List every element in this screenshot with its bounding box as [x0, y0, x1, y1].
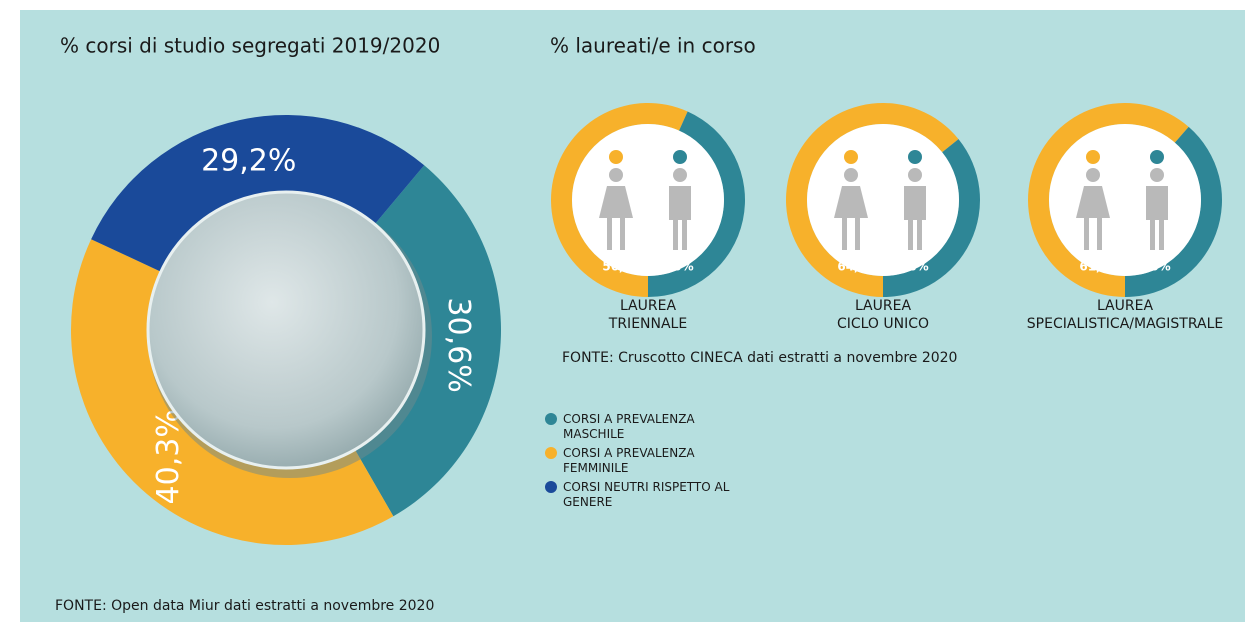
legend-label: CORSI NEUTRI RISPETTO AL GENERE: [563, 480, 730, 509]
icon-head: [1086, 168, 1100, 182]
chart-label: LAUREA: [1097, 298, 1154, 314]
inner-disc: [1049, 124, 1201, 276]
value-label: 56,7%: [602, 260, 644, 274]
icon-head: [908, 168, 922, 182]
icon-head: [1150, 168, 1164, 182]
chart-label: LAUREA: [855, 298, 912, 314]
icon-head: [844, 168, 858, 182]
icon-head: [673, 168, 687, 182]
value-label: 64,2%: [837, 260, 879, 274]
inner-disc: [146, 190, 426, 470]
icon-head: [908, 150, 922, 164]
chart-label: CICLO UNICO: [837, 316, 929, 332]
icon-head: [609, 168, 623, 182]
icon-body: [669, 186, 691, 250]
icon-head: [844, 150, 858, 164]
icon-head: [1086, 150, 1100, 164]
chart-label: SPECIALISTICA/MAGISTRALE: [1027, 316, 1223, 332]
value-label: 35,8%: [887, 260, 929, 274]
donut-segment: [551, 102, 688, 297]
icon-head: [673, 150, 687, 164]
icon-body: [1076, 186, 1110, 250]
source: FONTE: Open data Miur dati estratti a no…: [55, 598, 434, 614]
value-label: 61,4%: [1079, 260, 1121, 274]
legend-marker: [545, 447, 557, 459]
icon-head: [1150, 150, 1164, 164]
chart-title: % corsi di studio segregati 2019/2020: [60, 34, 440, 58]
icon-head: [609, 150, 623, 164]
value-label: 43,3%: [652, 260, 694, 274]
legend-marker: [545, 481, 557, 493]
icon-body: [1146, 186, 1168, 250]
legend-label: CORSI A PREVALENZA FEMMINILE: [563, 446, 695, 475]
legend-marker: [545, 413, 557, 425]
chart-label: TRIENNALE: [608, 316, 687, 332]
donut-segment: [1125, 126, 1223, 297]
value-label: 29,2%: [201, 144, 296, 179]
icon-body: [834, 186, 868, 250]
source: FONTE: Cruscotto CINECA dati estratti a …: [562, 350, 957, 366]
legend-label: CORSI A PREVALENZA MASCHILE: [563, 412, 695, 441]
value-label: 30,6%: [441, 297, 476, 392]
donut-segment: [1027, 102, 1189, 297]
icon-body: [904, 186, 926, 250]
chart-title: % laureati/e in corso: [550, 34, 756, 58]
inner-disc: [807, 124, 959, 276]
donut-segment: [648, 111, 745, 297]
donut-segment: [883, 139, 980, 297]
inner-disc: [572, 124, 724, 276]
icon-body: [599, 186, 633, 250]
value-label: 38,6%: [1129, 260, 1171, 274]
chart-label: LAUREA: [620, 298, 677, 314]
